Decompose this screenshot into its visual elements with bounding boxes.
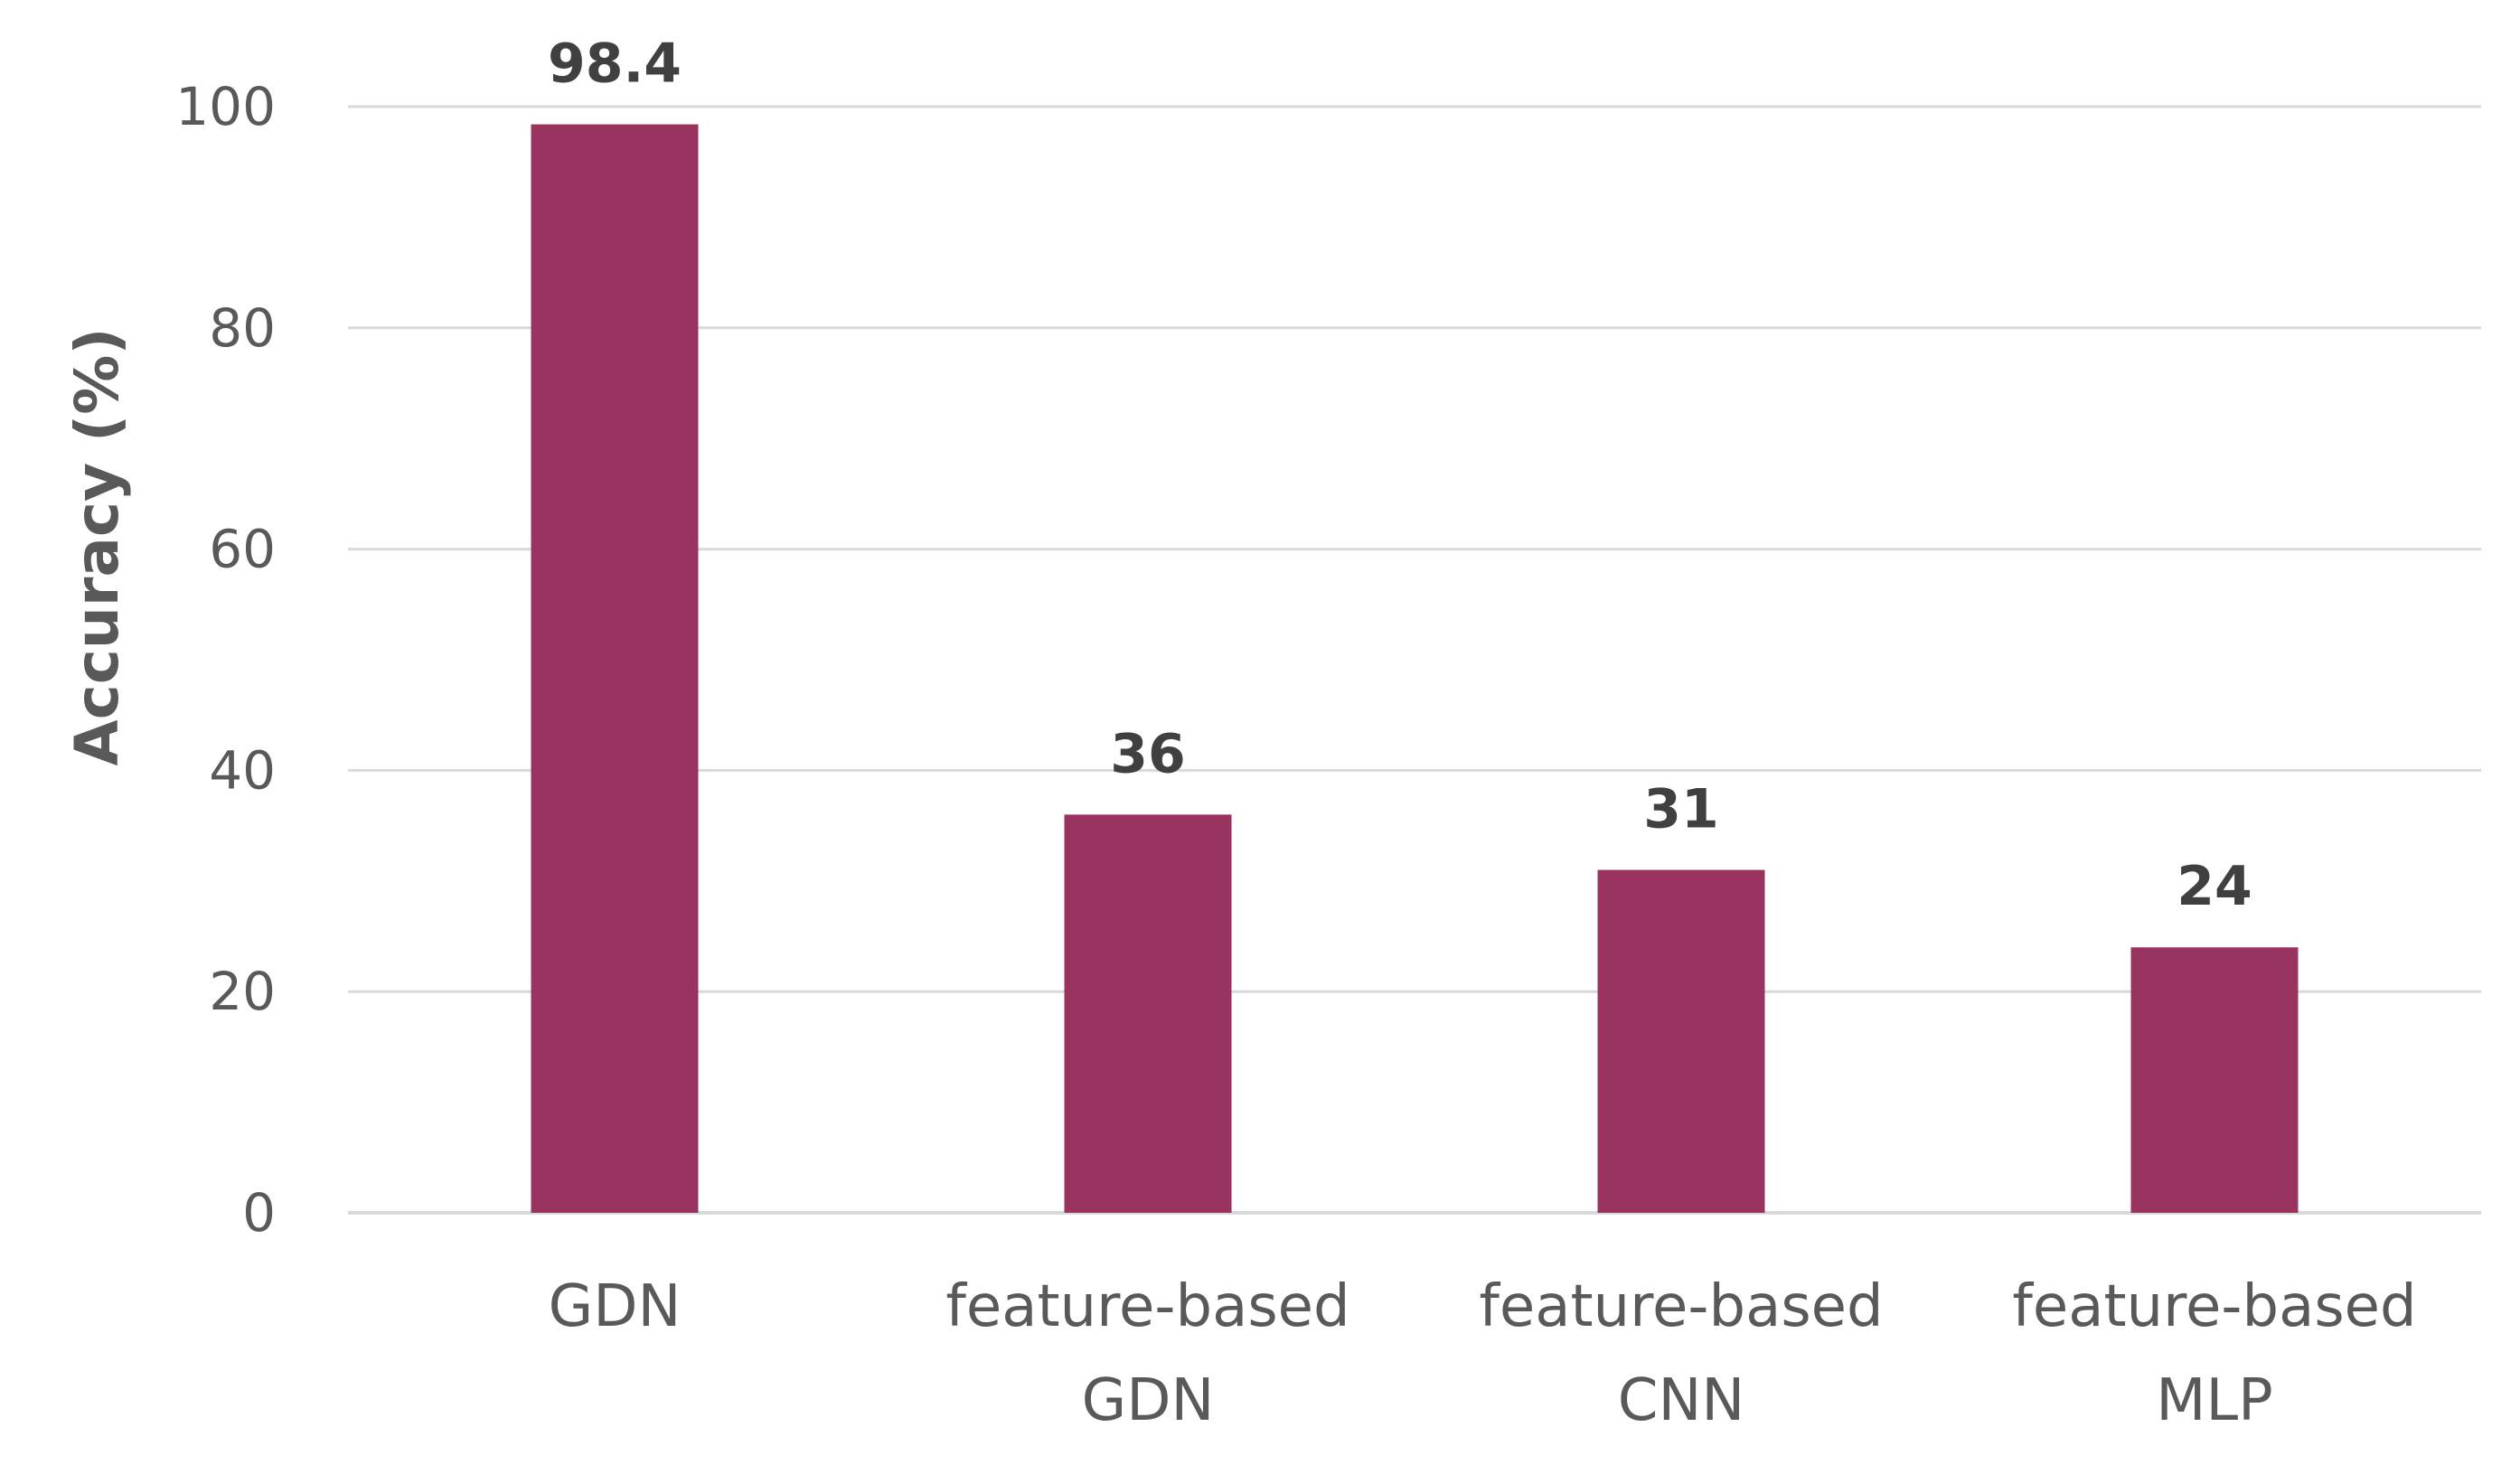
data-labels: 98.4 36 31 24 [548, 33, 2252, 919]
y-tick-label: 100 [175, 76, 276, 137]
y-axis-title: Accuracy (%) [62, 328, 132, 766]
y-tick-label: 20 [209, 961, 276, 1022]
y-tick-label: 0 [242, 1182, 276, 1244]
data-label: 31 [1643, 778, 1719, 841]
data-label: 24 [2177, 855, 2252, 918]
bar [1597, 869, 1765, 1213]
x-category-label: feature-based [2012, 1273, 2416, 1340]
y-axis-ticks: 0 20 40 60 80 100 [175, 76, 276, 1244]
y-tick-label: 40 [209, 739, 276, 801]
x-axis-categories: GDN feature-based GDN feature-based CNN featu… [549, 1273, 2417, 1434]
bars [531, 124, 2299, 1214]
x-category-label: feature-based [1479, 1273, 1883, 1340]
y-tick-label: 80 [209, 297, 276, 359]
x-category-label: CNN [1618, 1367, 1744, 1434]
y-tick-label: 60 [209, 519, 276, 580]
gridlines [348, 105, 2481, 1215]
x-category-label: GDN [1082, 1367, 1215, 1434]
bar [531, 124, 699, 1214]
x-category-label: feature-based [945, 1273, 1349, 1340]
x-category-label: MLP [2156, 1367, 2272, 1434]
bar [2130, 947, 2299, 1213]
data-label: 98.4 [548, 33, 682, 96]
x-category-label: GDN [549, 1273, 682, 1340]
bar [1064, 814, 1232, 1213]
data-label: 36 [1110, 722, 1186, 785]
